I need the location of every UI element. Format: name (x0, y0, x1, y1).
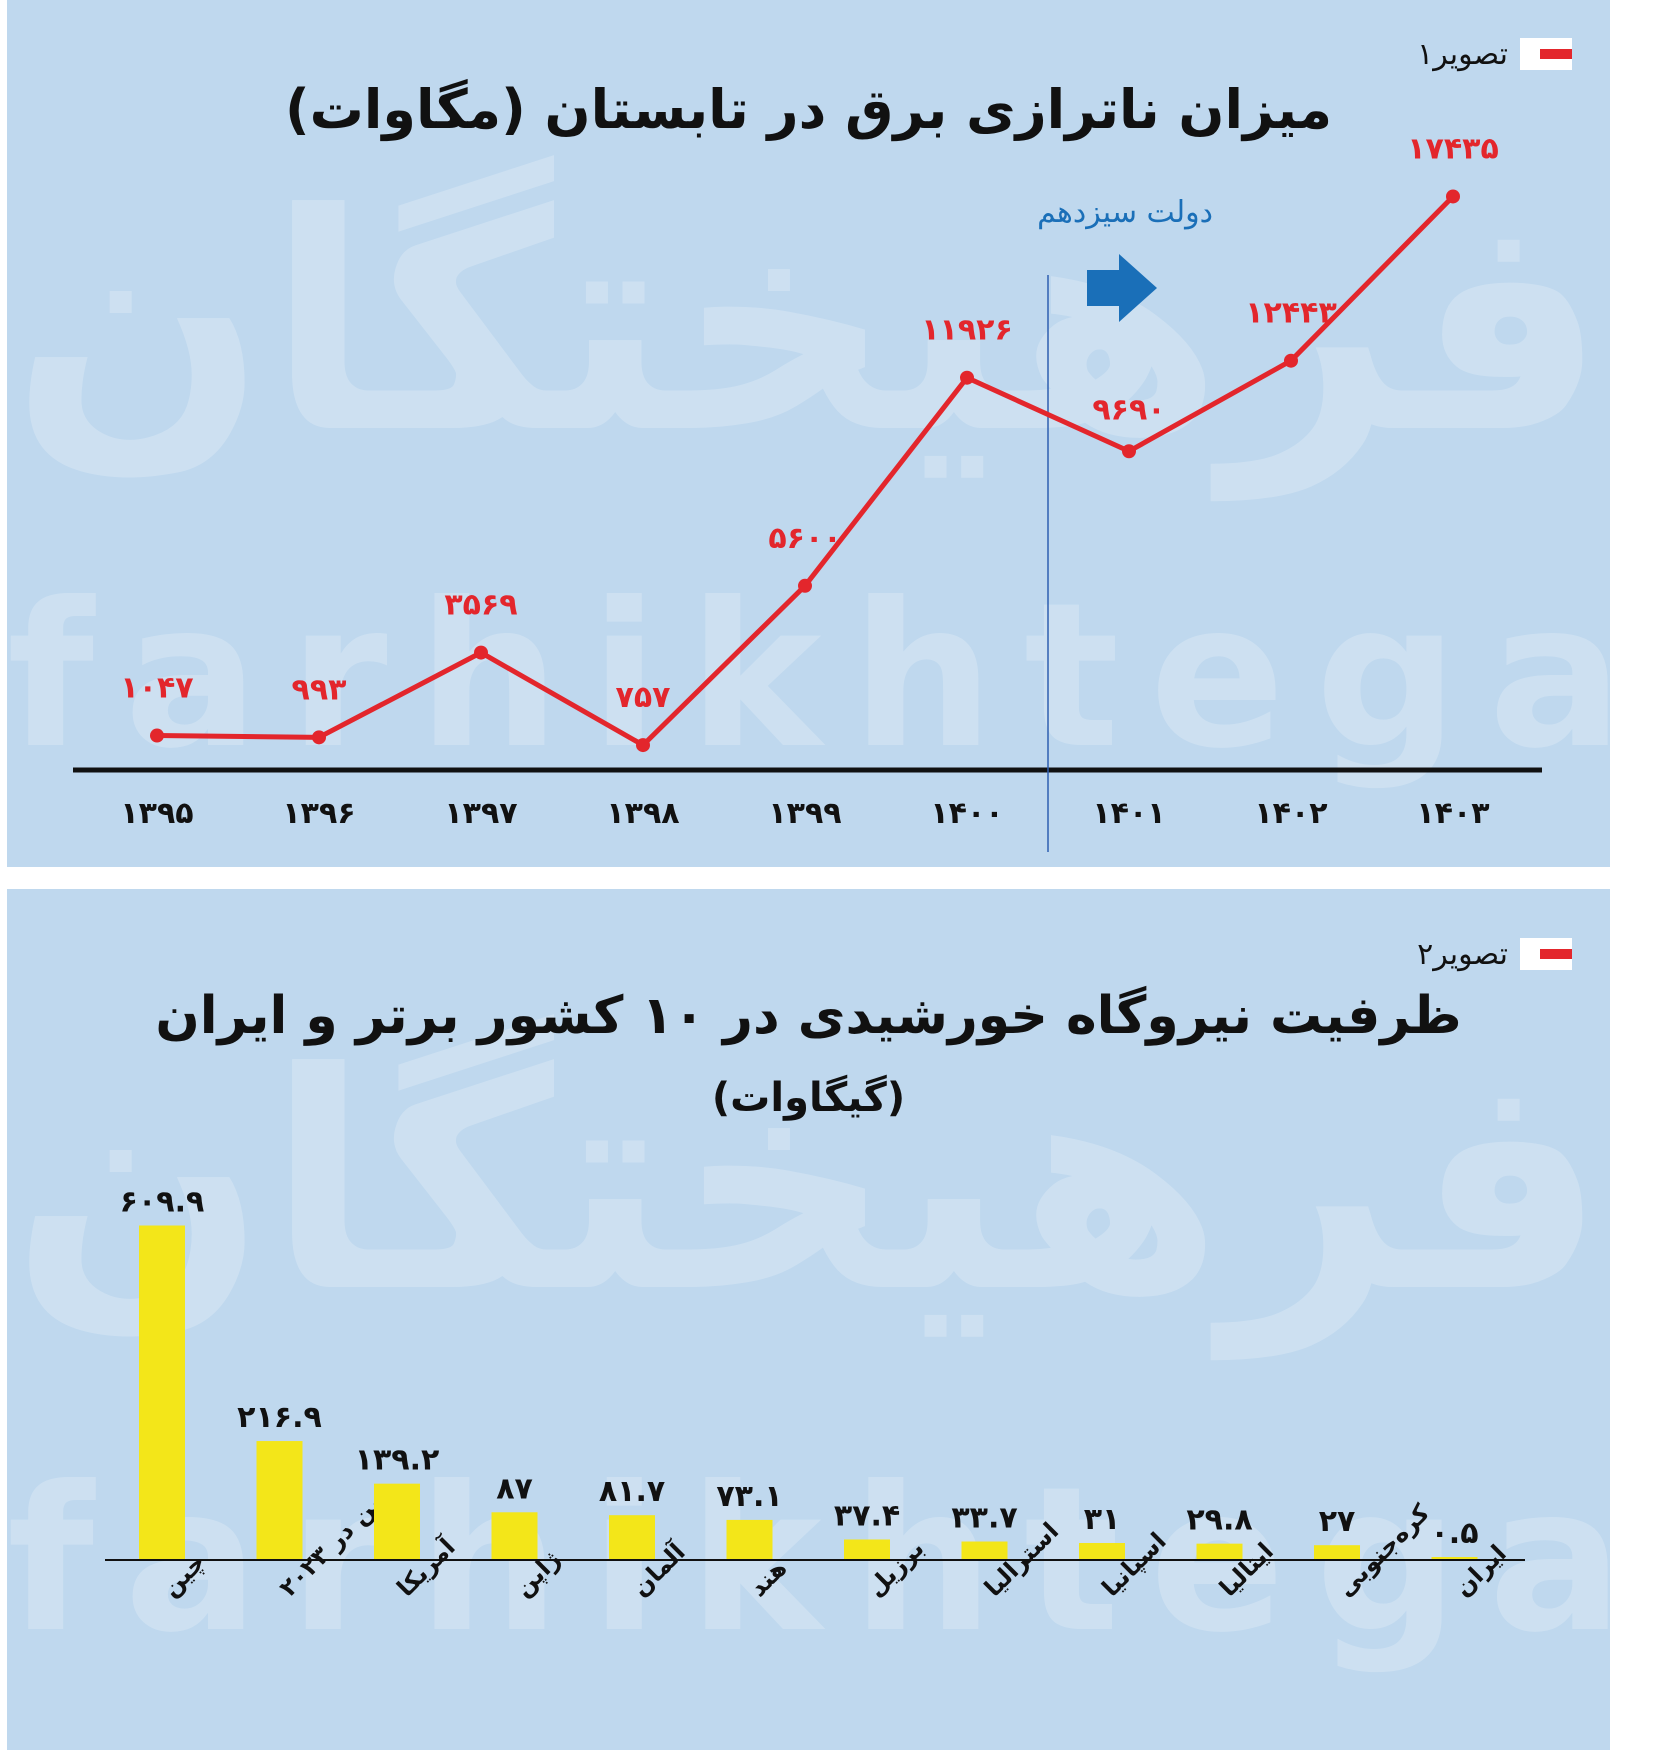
data-label: ۵۶۰۰ (768, 521, 841, 556)
x-tick-label: ۱۳۹۹ (768, 796, 841, 831)
data-point (1446, 189, 1460, 204)
x-tick-label: ۱۴۰۱ (1092, 796, 1165, 831)
bar (256, 1441, 303, 1560)
data-label: ۲۱۶.۹ (237, 1400, 322, 1435)
bar (961, 1541, 1008, 1560)
data-point (798, 578, 812, 593)
bar (726, 1519, 773, 1560)
figure-tag-mark-icon (1520, 938, 1572, 970)
figure1-panel: فرهیختگان farhikhtegan تصویر۱ میزان ناتر… (7, 0, 1610, 867)
data-label: ۳۱ (1084, 1502, 1121, 1537)
x-tick-label: هند (744, 1554, 792, 1602)
data-label: ۶۰۹.۹ (120, 1185, 205, 1220)
bar (1079, 1542, 1125, 1560)
data-point (474, 645, 488, 660)
figure-tag-label: تصویر۲ (1417, 936, 1508, 972)
data-label: ۱۱۹۲۶ (921, 313, 1013, 348)
x-tick-label: ۱۴۰۰ (930, 796, 1003, 831)
bar (844, 1539, 890, 1560)
data-point (150, 728, 164, 743)
chart-title: میزان ناترازی برق در تابستان (مگاوات) (284, 78, 1333, 141)
data-label: ۸۷ (496, 1471, 533, 1506)
data-label: ۱۰۴۷ (120, 671, 193, 706)
annotation-label: دولت سیزدهم (1037, 195, 1213, 230)
data-label: ۸۱.۷ (599, 1474, 665, 1509)
figure-tag-label: تصویر۱ (1417, 36, 1508, 72)
data-label: ۰.۵ (1430, 1516, 1478, 1551)
data-point (312, 730, 326, 745)
line-chart: دولت سیزدهم ۱۰۴۷ ۱۳۹۵ ۹۹۳ ۱۳۹۶ ۳۵۶۹ ۱۳۹۷ ۷۵۷ ۱۳۹… (73, 131, 1542, 852)
bar (1431, 1557, 1478, 1560)
x-tick-label: ۱۴۰۳ (1416, 796, 1489, 831)
data-label: ۱۲۴۴۳ (1245, 296, 1337, 331)
data-label: ۱۳۹.۲ (355, 1443, 440, 1478)
data-label: ۷۳.۱ (716, 1479, 782, 1514)
bar (374, 1483, 420, 1560)
bar (139, 1225, 185, 1560)
data-label: ۱۷۴۳۵ (1407, 131, 1499, 166)
arrow-right-icon (1087, 254, 1157, 322)
bar (1314, 1545, 1360, 1560)
x-tick-label: ۱۴۰۲ (1254, 796, 1327, 831)
figure-tag: تصویر۲ (1417, 934, 1572, 974)
x-tick-label: ۱۳۹۸ (606, 796, 679, 831)
data-label: ۹۶۹۰ (1092, 392, 1165, 427)
data-label: ۳۵۶۹ (444, 588, 517, 623)
data-point (1122, 444, 1136, 459)
figure2-panel: فرهیختگان farhikhtegan تصویر۲ ظرفیت نیرو… (7, 889, 1610, 1750)
data-label: ۲۷ (1319, 1504, 1356, 1539)
data-label: ۹۹۳ (292, 672, 347, 707)
bar (609, 1515, 655, 1560)
x-tick-label: اسپانیا (1096, 1527, 1171, 1602)
chart-subtitle: (گیگاوات) (711, 1075, 906, 1121)
x-tick-label: ۱۳۹۷ (444, 796, 517, 831)
x-tick-label: ۱۳۹۵ (120, 796, 193, 831)
bar (1196, 1543, 1243, 1560)
figure-tag: تصویر۱ (1417, 34, 1572, 74)
data-point (636, 738, 650, 753)
data-point (1284, 353, 1298, 368)
data-point (960, 370, 974, 385)
x-tick-label: ۱۳۹۶ (282, 796, 355, 831)
data-label: ۳۳.۷ (951, 1501, 1017, 1536)
data-label: ۳۷.۴ (834, 1498, 900, 1533)
data-label: ۲۹.۸ (1186, 1503, 1252, 1538)
chart-title: ظرفیت نیروگاه خورشیدی در ۱۰ کشور برتر و … (155, 986, 1462, 1046)
bar (491, 1512, 538, 1560)
series-line (156, 194, 1455, 748)
figure-tag-mark-icon (1520, 38, 1572, 70)
data-label: ۷۵۷ (616, 680, 671, 715)
